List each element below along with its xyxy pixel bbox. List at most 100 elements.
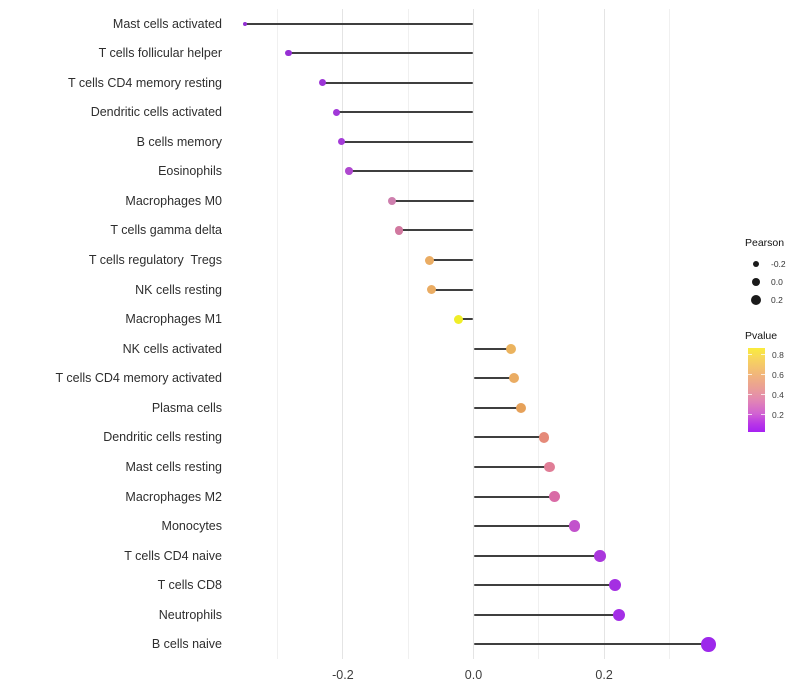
lollipop-dot: [344, 167, 353, 176]
pvalue-bar-tick: [748, 394, 752, 396]
category-label: Mast cells resting: [125, 459, 222, 474]
lollipop-stem: [391, 199, 474, 202]
chart-legend: Pearson -0.2 0.0 0.2 Pvalue 0.8 0.6 0.4 0.2: [741, 237, 800, 432]
lollipop-stem: [431, 288, 474, 291]
category-label: Dendritic cells activated: [90, 105, 222, 120]
gridline-major: [342, 9, 344, 659]
pvalue-gradient-bar: 0.8 0.6 0.4 0.2: [748, 348, 784, 432]
lollipop-dot: [394, 226, 404, 235]
lollipop-stem: [336, 111, 474, 114]
lollipop-dot: [285, 49, 292, 57]
lollipop-dot: [319, 79, 327, 87]
x-axis-tick-label: -0.2: [332, 668, 354, 682]
lollipop-dot: [612, 608, 626, 621]
lollipop-dot: [516, 402, 527, 413]
category-label: B cells memory: [136, 134, 222, 149]
category-label: Monocytes: [161, 519, 222, 534]
lollipop-stem: [429, 259, 474, 262]
category-label: T cells gamma delta: [110, 223, 222, 238]
gridline-minor: [668, 9, 670, 659]
lollipop-stem: [473, 613, 620, 616]
color-legend: Pvalue 0.8 0.6 0.4 0.2: [741, 330, 800, 432]
color-legend-bar-wrap: 0.8 0.6 0.4 0.2: [748, 348, 800, 432]
lollipop-stem: [473, 495, 555, 498]
lollipop-stem: [473, 406, 522, 409]
lollipop-dot: [242, 21, 247, 26]
lollipop-stem: [322, 81, 474, 84]
x-axis-tick-label: 0.0: [464, 668, 483, 682]
size-legend-entries: -0.2 0.0 0.2: [741, 255, 800, 309]
lollipop-dot: [701, 637, 716, 652]
size-legend-label: 0.0: [771, 277, 783, 287]
pvalue-bar-tick: [761, 394, 765, 396]
category-label: T cells regulatory Tregs: [88, 253, 222, 268]
size-legend-dot: [751, 295, 761, 305]
size-legend: Pearson -0.2 0.0 0.2: [741, 237, 800, 309]
lollipop-dot: [505, 343, 516, 354]
pvalue-tick-label: 0.8: [772, 349, 784, 360]
category-label: B cells naive: [151, 637, 222, 652]
lollipop-dot: [569, 520, 581, 532]
category-label: NK cells activated: [122, 341, 222, 356]
lollipop-dot: [426, 285, 436, 295]
size-legend-dot-box: [749, 260, 763, 268]
size-legend-dot: [751, 277, 761, 287]
pvalue-bar-tick: [761, 374, 765, 376]
lollipop-stem: [473, 347, 511, 350]
lollipop-dot: [594, 549, 607, 562]
category-label: Macrophages M0: [125, 193, 222, 208]
lollipop-stem: [473, 584, 616, 587]
category-label: Neutrophils: [158, 607, 222, 622]
lollipop-stem: [399, 229, 474, 232]
category-label: T cells CD4 memory resting: [68, 75, 222, 90]
size-legend-dot-box: [749, 277, 763, 287]
color-legend-title: Pvalue: [745, 330, 778, 342]
pvalue-tick-label: 0.6: [772, 370, 784, 381]
lollipop-dot: [609, 579, 622, 592]
gridline-minor: [277, 9, 279, 659]
category-label: Plasma cells: [151, 400, 222, 415]
lollipop-dot: [387, 196, 397, 206]
category-label: Eosinophils: [158, 164, 222, 179]
lollipop-stem: [473, 436, 545, 439]
size-legend-dot-box: [749, 295, 763, 305]
gridline-minor: [538, 9, 540, 659]
gridline-minor: [407, 9, 409, 659]
size-legend-dot: [752, 260, 760, 268]
gridline-major: [603, 9, 605, 659]
category-label: T cells follicular helper: [98, 46, 222, 61]
size-legend-title: Pearson: [745, 237, 785, 249]
lollipop-dot: [425, 255, 435, 265]
category-label: Mast cells activated: [112, 16, 222, 31]
lollipop-dot: [538, 432, 550, 443]
lollipop-stem: [473, 465, 550, 468]
size-legend-entry: 0.0: [741, 273, 800, 291]
lollipop-stem: [244, 22, 474, 25]
lollipop-dot: [508, 373, 519, 384]
category-label: NK cells resting: [135, 282, 222, 297]
lollipop-stem: [288, 52, 474, 55]
category-label: Macrophages M1: [125, 312, 222, 327]
category-label: T cells CD4 memory activated: [55, 371, 223, 386]
pvalue-bar-tick: [761, 414, 765, 416]
pvalue-bar-tick: [748, 353, 752, 355]
lollipop-stem: [458, 318, 474, 321]
lollipop-stem: [473, 643, 709, 646]
lollipop-dot: [543, 461, 555, 473]
category-label: T cells CD4 naive: [124, 548, 222, 563]
lollipop-stem: [348, 170, 474, 173]
lollipop-stem: [473, 554, 601, 557]
pvalue-bar-tick: [748, 374, 752, 376]
lollipop-stem: [473, 525, 575, 528]
pvalue-bar-tick: [748, 414, 752, 416]
pvalue-tick-label: 0.2: [772, 410, 784, 421]
size-legend-label: -0.2: [771, 259, 786, 269]
lollipop-dot: [337, 138, 346, 146]
lollipop-stem: [473, 377, 514, 380]
gridline-major: [473, 9, 474, 659]
lollipop-dot: [332, 108, 341, 116]
category-label: T cells CD8: [157, 578, 222, 593]
lollipop-dot: [548, 491, 560, 503]
size-legend-entry: 0.2: [741, 291, 800, 309]
